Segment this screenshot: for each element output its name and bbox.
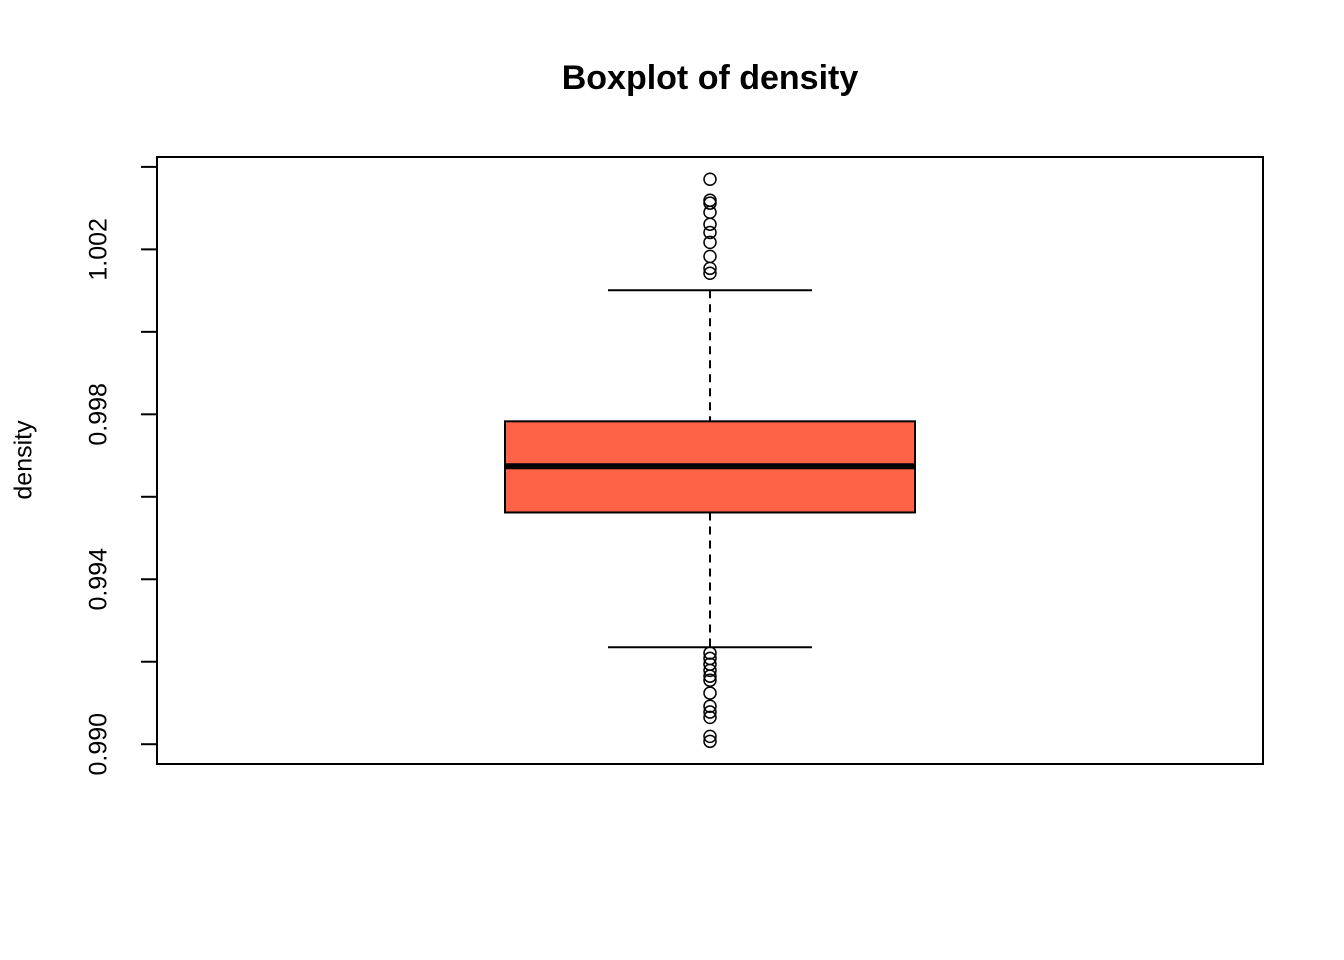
outlier bbox=[703, 172, 717, 187]
outlier bbox=[703, 217, 717, 231]
outlier bbox=[703, 663, 717, 678]
outlier bbox=[703, 729, 717, 744]
outlier bbox=[703, 225, 717, 240]
y-tick-label: 0.998 bbox=[85, 383, 113, 446]
outlier bbox=[703, 249, 717, 264]
outlier bbox=[703, 673, 717, 688]
outlier bbox=[703, 193, 717, 208]
y-tick-label: 0.994 bbox=[85, 548, 113, 611]
outlier bbox=[703, 266, 717, 281]
outlier bbox=[703, 710, 717, 725]
outlier bbox=[703, 705, 717, 719]
outlier bbox=[703, 261, 717, 276]
y-tick-label: 1.002 bbox=[85, 218, 113, 281]
outlier bbox=[703, 734, 717, 749]
outlier bbox=[703, 205, 717, 220]
chart-title: Boxplot of density bbox=[562, 59, 859, 97]
plot-frame bbox=[156, 156, 1264, 765]
outlier bbox=[703, 196, 717, 210]
outlier bbox=[703, 646, 717, 660]
outlier bbox=[703, 699, 717, 714]
y-tick-label: 0.990 bbox=[85, 713, 113, 776]
outlier bbox=[703, 686, 717, 700]
outlier bbox=[703, 669, 717, 683]
y-axis-label: density bbox=[10, 420, 38, 500]
outlier bbox=[703, 235, 717, 250]
